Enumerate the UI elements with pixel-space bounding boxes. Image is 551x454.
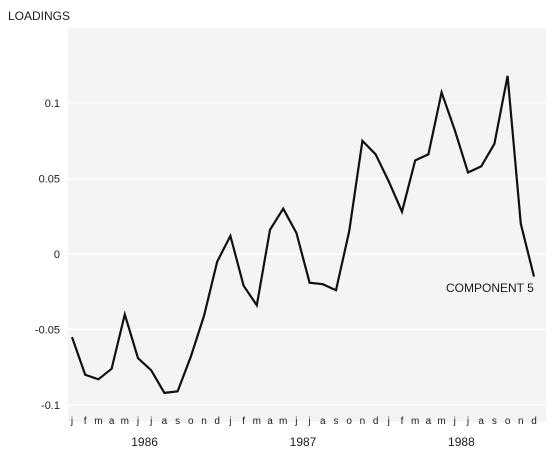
x-tick-label: j	[294, 416, 297, 427]
x-tick-label: n	[360, 416, 366, 427]
x-tick-label: a	[320, 416, 326, 427]
x-tick-label: j	[228, 416, 231, 427]
x-tick-label: s	[492, 416, 497, 427]
x-tick-label: j	[149, 416, 152, 427]
plot-background	[68, 28, 546, 422]
x-tick-label: n	[518, 416, 524, 427]
x-tick-label: j	[387, 416, 390, 427]
x-tick-label: d	[373, 416, 379, 427]
x-tick-label: m	[94, 416, 102, 427]
y-tick-label: -0.1	[41, 400, 60, 412]
x-tick-label: s	[175, 416, 180, 427]
chart-grid	[68, 28, 546, 422]
x-tick-label: s	[334, 416, 339, 427]
x-axis-years: 1986 1987 1988	[131, 435, 475, 449]
year-label: 1987	[290, 435, 317, 449]
x-tick-label: a	[267, 416, 273, 427]
y-tick-label: -0.05	[35, 325, 60, 337]
x-tick-label: f	[84, 416, 87, 427]
x-tick-label: o	[346, 416, 352, 427]
x-tick-label: j	[307, 416, 310, 427]
year-label: 1986	[131, 435, 158, 449]
series-label: COMPONENT 5	[446, 281, 534, 295]
x-tick-label: j	[453, 416, 456, 427]
y-tick-label: 0.1	[45, 98, 60, 110]
x-tick-label: j	[70, 416, 73, 427]
x-tick-label: f	[242, 416, 245, 427]
x-tick-label: a	[162, 416, 168, 427]
x-tick-label: a	[478, 416, 484, 427]
x-tick-label: m	[279, 416, 287, 427]
y-axis-title: LOADINGS	[8, 9, 70, 23]
x-tick-label: f	[401, 416, 404, 427]
y-tick-label: 0	[54, 249, 60, 261]
x-tick-label: a	[109, 416, 115, 427]
x-tick-label: j	[466, 416, 469, 427]
series-line	[70, 75, 536, 395]
y-tick-label: 0.05	[39, 174, 60, 186]
x-tick-label: m	[437, 416, 445, 427]
x-tick-label: o	[188, 416, 194, 427]
x-tick-label: d	[531, 416, 537, 427]
x-tick-label: m	[253, 416, 261, 427]
x-tick-label: o	[505, 416, 511, 427]
y-axis: -0.1 -0.05 0 0.05 0.1	[35, 98, 60, 412]
year-label: 1988	[448, 435, 475, 449]
x-tick-label: m	[411, 416, 419, 427]
x-tick-label: m	[121, 416, 129, 427]
x-tick-label: a	[426, 416, 432, 427]
x-tick-label: j	[136, 416, 139, 427]
x-tick-label: d	[214, 416, 220, 427]
x-tick-label: n	[201, 416, 207, 427]
